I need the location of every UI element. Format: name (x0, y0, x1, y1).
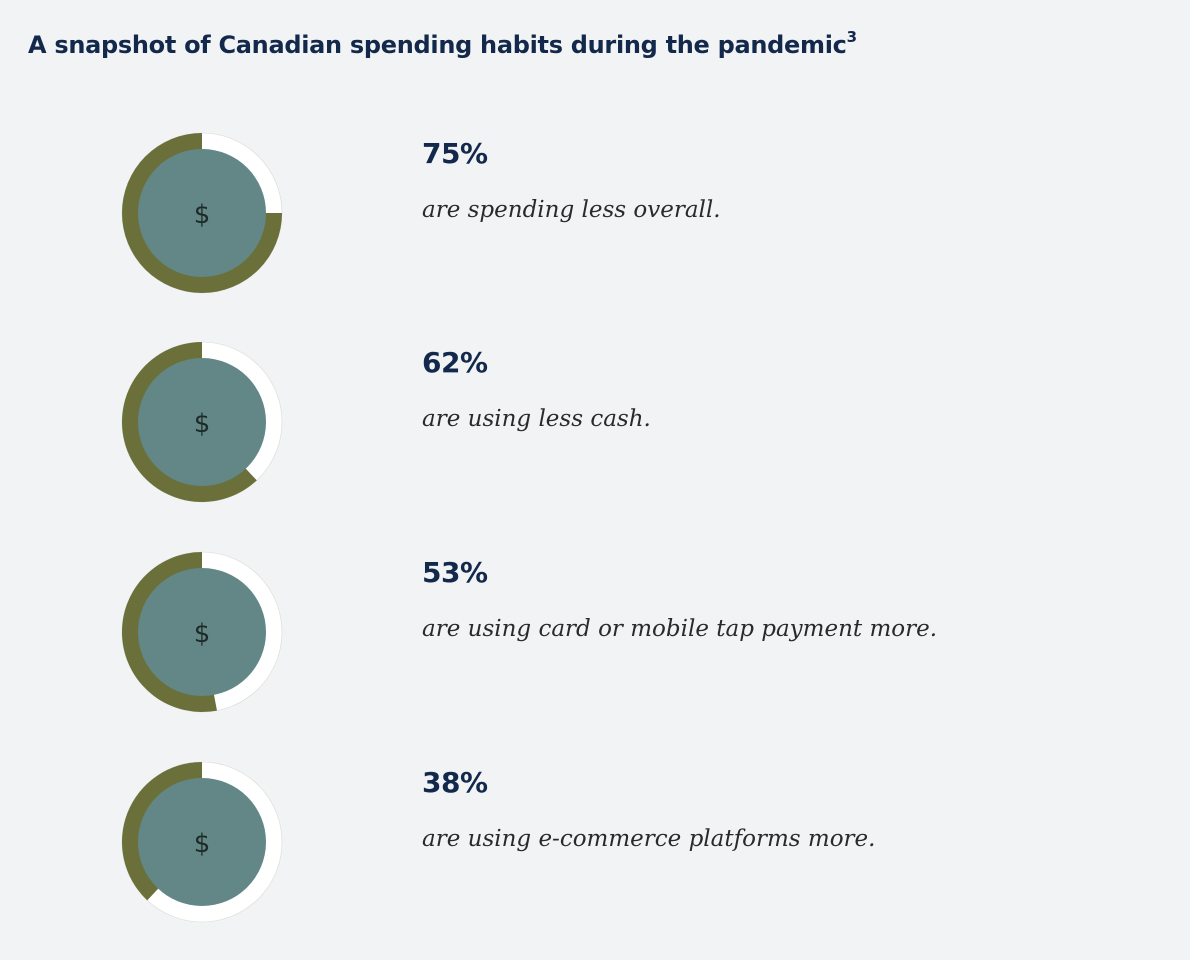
donut-svg-4: $ (121, 761, 283, 923)
donut-chart-2: $ (120, 340, 284, 504)
dollar-icon: $ (194, 200, 211, 230)
stat-row-1: $ 75% are spending less overall. (0, 131, 1190, 301)
stat-row-2: $ 62% are using less cash. (0, 340, 1190, 510)
dollar-icon: $ (194, 619, 211, 649)
stat-percentage-3: 53% (422, 556, 488, 589)
donut-svg-2: $ (121, 341, 283, 503)
donut-chart-3: $ (120, 550, 284, 714)
title-footnote-marker: 3 (846, 28, 857, 46)
stat-row-3: $ 53% are using card or mobile tap payme… (0, 550, 1190, 720)
donut-svg-1: $ (121, 132, 283, 294)
dollar-icon: $ (194, 409, 211, 439)
dollar-icon: $ (194, 829, 211, 859)
stat-description-2: are using less cash. (422, 406, 651, 432)
stat-description-1: are spending less overall. (422, 197, 721, 223)
donut-4-center (138, 778, 266, 906)
donut-2-center (138, 358, 266, 486)
stat-percentage-2: 62% (422, 346, 488, 379)
donut-svg-3: $ (121, 551, 283, 713)
stat-percentage-4: 38% (422, 766, 488, 799)
stat-percentage-1: 75% (422, 137, 488, 170)
title-text: A snapshot of Canadian spending habits d… (28, 31, 847, 59)
donut-1-center (138, 149, 266, 277)
page-title: A snapshot of Canadian spending habits d… (28, 28, 857, 59)
donut-chart-1: $ (120, 131, 284, 295)
donut-3-center (138, 568, 266, 696)
stat-description-4: are using e-commerce platforms more. (422, 826, 876, 852)
stat-description-3: are using card or mobile tap payment mor… (422, 616, 938, 642)
donut-chart-4: $ (120, 760, 284, 924)
stat-row-4: $ 38% are using e-commerce platforms mor… (0, 760, 1190, 930)
